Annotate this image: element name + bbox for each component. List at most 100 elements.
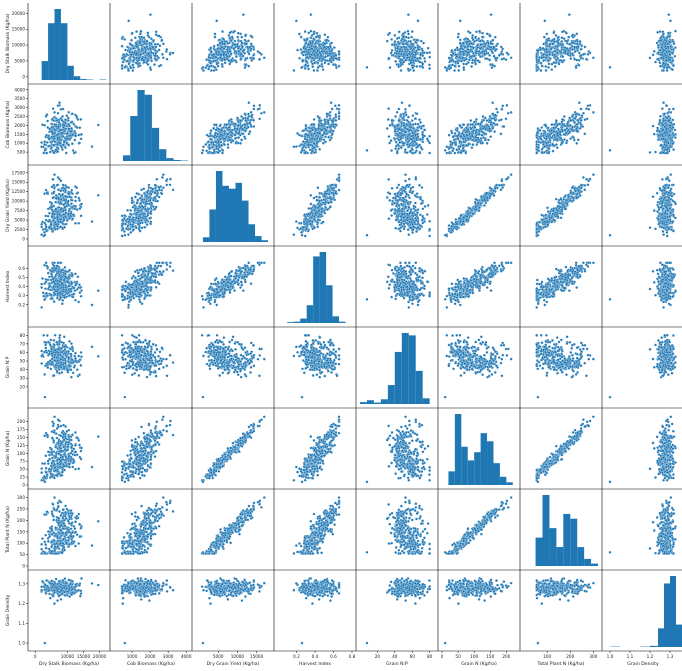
scatter-point	[556, 48, 560, 52]
scatter-point	[402, 53, 406, 57]
scatter-point	[535, 69, 539, 72]
scatter-point	[552, 37, 556, 41]
scatter-point	[475, 43, 479, 47]
scatter-point	[548, 42, 552, 46]
scatter-point	[294, 145, 298, 148]
scatter-point	[479, 39, 482, 43]
scatter-point	[425, 137, 429, 141]
scatter-point	[475, 30, 478, 34]
scatter-point	[648, 56, 652, 60]
scatter-point	[165, 57, 169, 61]
scatter-point	[387, 56, 391, 60]
scatter-point	[314, 127, 317, 131]
scatter-point	[260, 52, 263, 56]
scatter-point	[489, 121, 493, 125]
scatter-point	[667, 50, 671, 53]
scatter-point	[541, 53, 545, 57]
histogram-bar	[80, 79, 87, 80]
scatter-point	[236, 31, 240, 35]
scatter-point	[227, 128, 231, 132]
scatter-point	[312, 146, 316, 150]
scatter-point	[665, 144, 669, 147]
scatter-point	[337, 50, 341, 53]
scatter-point	[418, 60, 422, 64]
scatter-point	[542, 55, 546, 59]
scatter-point	[663, 112, 667, 116]
scatter-point	[79, 117, 83, 121]
scatter-point	[483, 125, 486, 129]
scatter-point	[312, 117, 316, 121]
scatter-point	[461, 147, 465, 150]
scatter-point	[550, 123, 554, 127]
scatter-point	[575, 112, 579, 116]
scatter-point	[135, 51, 138, 55]
scatter-point	[225, 123, 229, 127]
histogram-bar	[41, 61, 49, 80]
scatter-point	[492, 121, 496, 125]
scatter-point	[549, 47, 553, 51]
scatter-point	[505, 103, 509, 107]
scatter-point	[245, 126, 248, 130]
scatter-point	[120, 67, 124, 70]
scatter-point	[478, 29, 481, 33]
scatter-point	[320, 128, 324, 132]
scatter-point	[323, 42, 327, 46]
scatter-point	[243, 42, 247, 46]
scatter-point	[310, 133, 314, 137]
scatter-point	[75, 126, 79, 129]
scatter-point	[138, 40, 142, 44]
scatter-point	[249, 110, 253, 114]
scatter-point	[497, 53, 501, 57]
scatter-point	[247, 132, 251, 136]
scatter-point	[551, 42, 555, 46]
scatter-point	[146, 33, 150, 37]
scatter-point	[215, 62, 219, 66]
scatter-point	[669, 45, 672, 49]
scatter-point	[509, 56, 513, 60]
scatter-point	[671, 118, 675, 122]
scatter-point	[543, 19, 547, 23]
scatter-point	[47, 137, 51, 141]
scatter-point	[397, 55, 401, 58]
scatter-point	[473, 125, 477, 129]
scatter-point	[309, 13, 313, 17]
scatter-point	[547, 58, 551, 62]
scatter-point	[313, 61, 316, 65]
scatter-point	[552, 129, 556, 133]
scatter-point	[160, 52, 164, 56]
scatter-point	[77, 221, 81, 225]
scatter-point	[468, 31, 472, 35]
scatter-point	[220, 62, 224, 66]
scatter-point	[404, 130, 408, 134]
scatter-point	[407, 69, 411, 72]
scatter-point	[393, 40, 397, 43]
scatter-point	[404, 35, 408, 39]
scatter-point	[46, 214, 50, 218]
scatter-point	[568, 42, 572, 46]
scatter-point	[466, 137, 470, 141]
scatter-point	[388, 141, 392, 145]
scatter-point	[208, 61, 212, 65]
scatter-point	[669, 145, 672, 148]
scatter-point	[500, 50, 504, 53]
panel-1-3	[273, 84, 356, 166]
scatter-point	[478, 129, 481, 133]
scatter-point	[236, 35, 240, 39]
scatter-point	[667, 57, 671, 61]
scatter-point	[415, 57, 419, 60]
scatter-point	[469, 45, 472, 49]
scatter-point	[406, 56, 409, 60]
scatter-point	[313, 151, 317, 155]
scatter-point	[475, 128, 479, 132]
scatter-point	[416, 145, 420, 148]
scatter-point	[260, 111, 263, 115]
scatter-point	[410, 144, 414, 147]
scatter-point	[236, 123, 240, 127]
scatter-point	[492, 54, 496, 58]
scatter-point	[466, 44, 470, 48]
panel-1-4	[355, 84, 438, 166]
scatter-point	[219, 137, 222, 141]
scatter-point	[135, 56, 139, 60]
scatter-point	[406, 48, 410, 52]
scatter-point	[658, 118, 662, 122]
